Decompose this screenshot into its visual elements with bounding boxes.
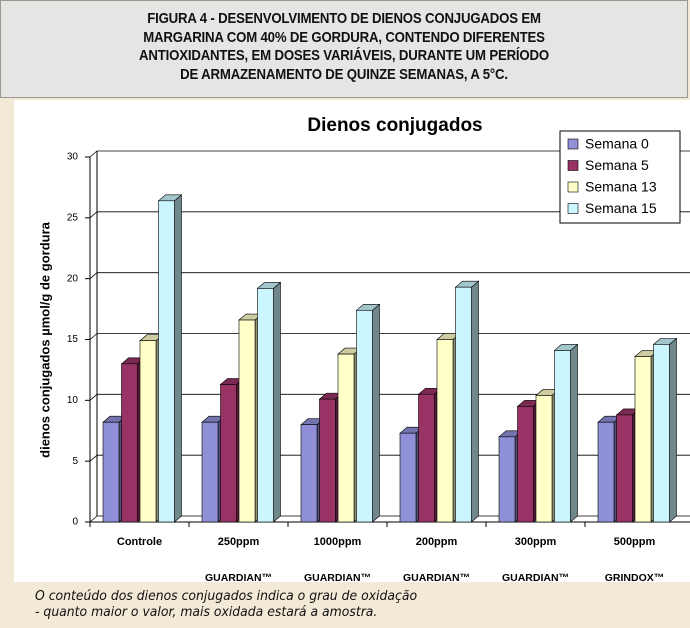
x-tick-label: 200ppm — [416, 536, 458, 548]
legend-label: Semana 13 — [585, 179, 657, 195]
caption: O conteúdo dos dienos conjugados indica … — [35, 588, 417, 620]
bar — [238, 319, 256, 523]
grid-line — [89, 150, 98, 158]
bar — [535, 395, 553, 523]
bar — [517, 406, 534, 523]
bar — [634, 356, 652, 523]
x-tick-label: Controle — [117, 536, 162, 548]
x-tick-sublabel: GUARDIAN™ — [403, 572, 470, 584]
legend-box — [559, 130, 681, 224]
chart-title: Dienos conjugados — [307, 115, 482, 136]
y-tick-label: 25 — [67, 212, 79, 223]
legend-label: Semana 0 — [585, 136, 649, 152]
grid-line — [89, 211, 98, 219]
bar-side — [471, 280, 479, 523]
bar — [455, 286, 472, 523]
bar — [498, 436, 516, 523]
x-tick-sublabel: GUARDIAN™ — [304, 572, 371, 584]
y-tick-label: 30 — [67, 152, 79, 163]
legend-label: Semana 5 — [585, 157, 649, 173]
bar — [356, 309, 373, 523]
title-line: DE ARMAZENAMENTO DE QUINZE SEMANAS, A 5°… — [180, 65, 508, 83]
figure-header: FIGURA 4 - DESENVOLVIMENTO DE DIENOS CON… — [0, 0, 688, 98]
x-tick-label: 1000ppm — [314, 536, 362, 548]
y-tick-label: 0 — [72, 517, 78, 528]
bar-side — [174, 194, 182, 523]
grid-line — [89, 394, 98, 401]
legend-swatch — [567, 203, 579, 214]
bar — [102, 421, 120, 523]
grid-line — [89, 333, 98, 340]
x-tick-sublabel: GUARDIAN™ — [205, 572, 272, 584]
y-tick-label: 10 — [67, 395, 79, 406]
x-tick-label: 300ppm — [515, 536, 557, 548]
bar — [158, 200, 175, 523]
grid-line — [89, 272, 98, 279]
x-tick-sublabel: GRINDOX™ — [605, 572, 665, 584]
grid-line — [89, 515, 98, 523]
x-tick-label: 250ppm — [218, 536, 260, 548]
bar — [257, 288, 274, 523]
bar — [201, 421, 219, 523]
bar — [554, 350, 571, 523]
caption-line: O conteúdo dos dienos conjugados indica … — [35, 588, 418, 604]
bar — [653, 344, 670, 523]
legend-swatch — [567, 181, 579, 193]
bar-side — [372, 303, 380, 523]
bar — [616, 414, 633, 523]
x-tick-label: 500ppm — [614, 536, 656, 548]
bar — [300, 424, 318, 523]
bar — [436, 339, 454, 523]
y-axis-label: dienos conjugados µmol/g de gordura — [37, 221, 52, 457]
bar-side — [570, 343, 578, 523]
legend-label: Semana 15 — [585, 200, 657, 216]
grid-line — [89, 454, 98, 462]
bar — [220, 384, 237, 523]
legend-swatch — [567, 138, 579, 150]
bar — [319, 398, 336, 523]
bar — [121, 363, 138, 523]
bar — [597, 421, 615, 523]
bar-side — [669, 337, 677, 523]
title-line: MARGARINA COM 40% DE GORDURA, CONTENDO D… — [143, 28, 545, 46]
legend-swatch — [567, 160, 579, 171]
y-tick-label: 15 — [67, 334, 79, 345]
bar — [399, 432, 417, 523]
bar — [139, 340, 157, 523]
title-line: ANTIOXIDANTES, EM DOSES VARIÁVEIS, DURAN… — [139, 47, 549, 64]
bar — [418, 393, 435, 523]
x-tick-sublabel: GUARDIAN™ — [502, 572, 569, 584]
title-line: FIGURA 4 - DESENVOLVIMENTO DE DIENOS CON… — [147, 10, 541, 27]
y-tick-label: 20 — [67, 273, 79, 284]
bar — [337, 353, 355, 523]
bar-side — [273, 281, 281, 523]
caption-line: - quanto maior o valor, mais oxidada est… — [35, 604, 378, 620]
y-tick-label: 5 — [72, 456, 78, 467]
